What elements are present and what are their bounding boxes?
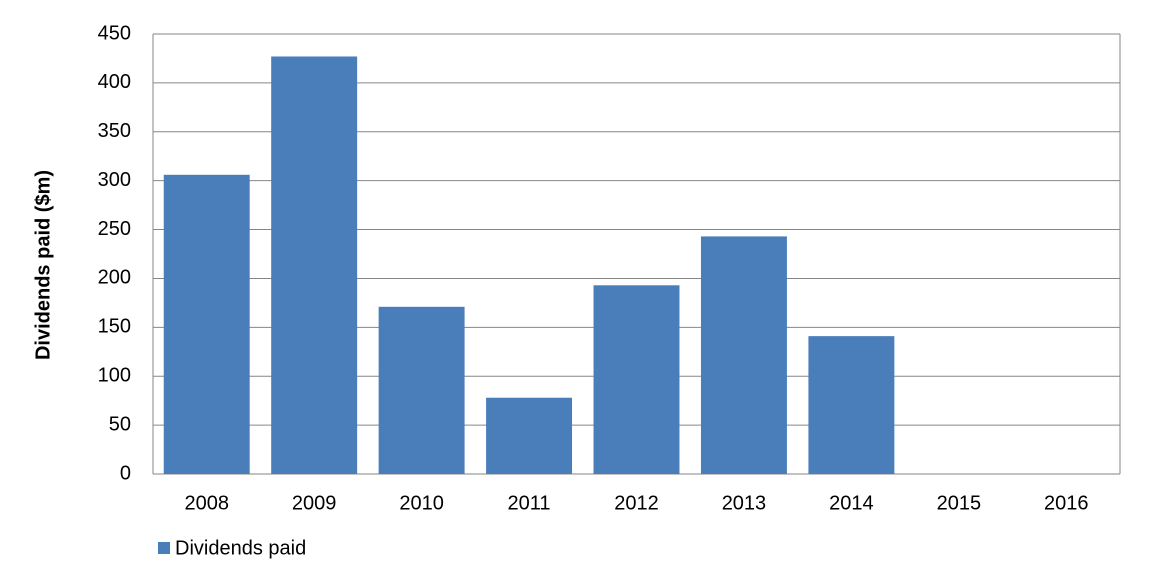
y-tick-label: 150 (98, 316, 131, 338)
y-tick-label: 50 (109, 413, 131, 435)
x-tick-label: 2012 (614, 492, 659, 514)
x-tick-label: 2011 (508, 492, 551, 514)
y-tick-label: 450 (98, 22, 131, 44)
y-tick-label: 0 (120, 462, 131, 484)
y-tick-label: 300 (98, 169, 131, 191)
bar (271, 56, 358, 474)
bar (378, 306, 465, 474)
bar (808, 336, 895, 474)
y-tick-label: 200 (98, 267, 131, 289)
bar (700, 236, 787, 474)
bar (593, 285, 680, 474)
x-tick-label: 2013 (722, 492, 767, 514)
y-tick-label: 400 (98, 71, 131, 93)
bar (163, 174, 250, 475)
x-tick-label: 2010 (399, 492, 444, 514)
y-axis-label: Dividends paid ($m) (32, 170, 54, 360)
x-tick-label: 2009 (292, 492, 337, 514)
x-tick-label: 2015 (937, 492, 982, 514)
x-tick-label: 2016 (1044, 492, 1089, 514)
legend-swatch (158, 542, 170, 554)
bar (486, 397, 573, 474)
x-tick-label: 2008 (184, 492, 229, 514)
y-tick-label: 100 (98, 365, 131, 387)
x-tick-label: 2014 (829, 492, 874, 514)
legend-label: Dividends paid (175, 537, 306, 559)
y-tick-label: 350 (98, 120, 131, 142)
y-tick-label: 250 (98, 218, 131, 240)
